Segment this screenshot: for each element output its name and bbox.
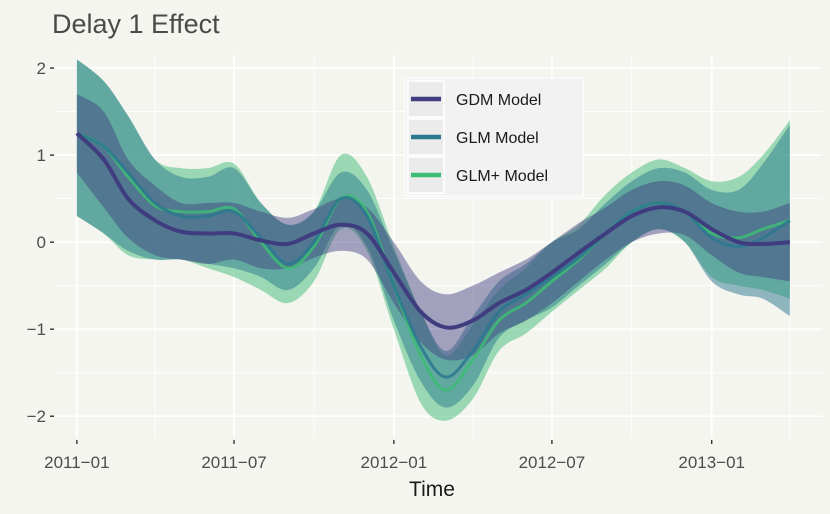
- y-tick-label-3: −1: [27, 320, 46, 339]
- y-tick-label-2: 0: [37, 233, 46, 252]
- x-axis-title: Time: [409, 478, 455, 501]
- y-tick-label-4: −2: [27, 407, 46, 426]
- line-gdm-model: [75, 131, 791, 330]
- y-axis: 2 1 0 −1 −2: [27, 59, 54, 426]
- band-gdm-model: [76, 94, 790, 361]
- x-tick-label-4: 2013−01: [678, 453, 745, 472]
- chart-title: Delay 1 Effect: [52, 9, 220, 39]
- legend-label-glm-model: GLM Model: [456, 130, 539, 147]
- line-glm-model: [76, 131, 791, 379]
- y-tick-label-1: 1: [37, 146, 46, 165]
- x-tick-label-1: 2011−07: [201, 453, 266, 472]
- legend-label-gdm-model: GDM Model: [456, 92, 541, 109]
- x-tick-label-3: 2012−07: [519, 453, 586, 472]
- x-tick-label-2: 2012−01: [361, 453, 428, 472]
- x-tick-label-0: 2011−01: [44, 453, 109, 472]
- legend: GDM Model GLM Model GLM+ Model: [404, 77, 584, 197]
- series-lines: [75, 131, 791, 392]
- y-tick-label-0: 2: [37, 59, 46, 78]
- x-axis: 2011−01 2011−07 2012−01 2012−07 2013−01: [44, 440, 745, 472]
- legend-label-glm-plus-model: GLM+ Model: [456, 168, 548, 185]
